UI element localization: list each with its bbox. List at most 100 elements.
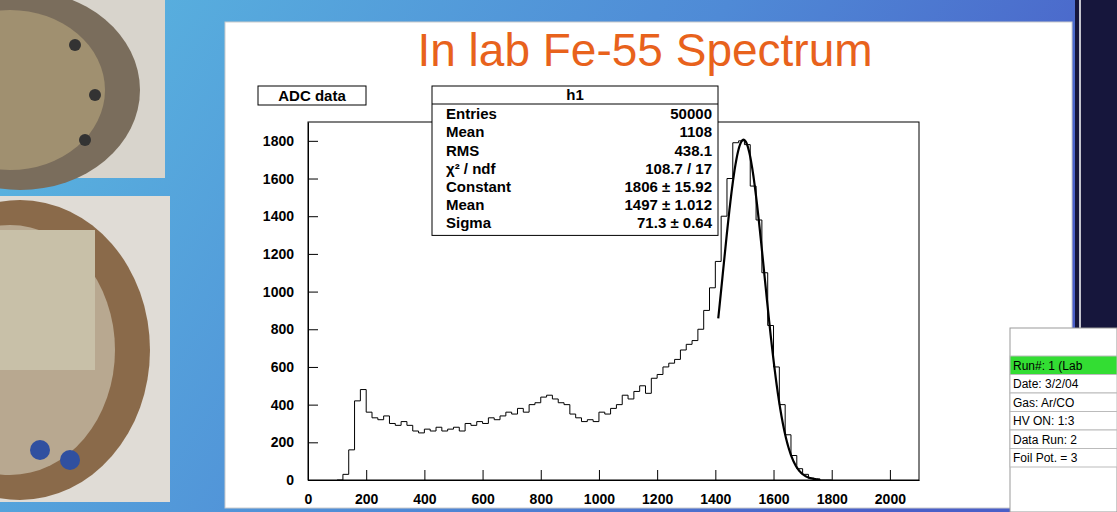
histogram-bin — [343, 474, 349, 480]
stats-value: 108.7 / 17 — [645, 160, 712, 177]
run-table-text: HV ON: 1:3 — [1013, 414, 1075, 428]
histogram-bin — [704, 310, 710, 329]
tick-mark — [599, 470, 600, 480]
histogram-bin — [715, 261, 721, 287]
tick-mark — [308, 179, 318, 180]
histogram-bin — [459, 427, 465, 431]
axis-line — [308, 123, 309, 481]
tick: 1600 — [263, 171, 318, 187]
histogram-bin — [535, 403, 541, 405]
tick-mark — [308, 292, 318, 293]
tick-label: 1800 — [817, 491, 848, 507]
tick: 0 — [286, 472, 318, 488]
tick-label: 1400 — [700, 491, 731, 507]
hist-title-box: ADC data — [258, 86, 366, 105]
tick-label: 0 — [286, 472, 294, 488]
tick-label: 1600 — [758, 491, 789, 507]
histogram-bin — [558, 399, 564, 403]
histogram-bin — [640, 386, 646, 392]
histogram-bin — [686, 344, 692, 350]
histogram-bin — [628, 395, 634, 399]
histogram-bin — [430, 429, 436, 431]
tick: 1800 — [263, 133, 318, 149]
tick-label: 400 — [413, 491, 437, 507]
tick-label: 400 — [271, 397, 295, 413]
run-table-row — [1010, 356, 1117, 375]
histogram-bin — [523, 408, 529, 412]
tick-mark — [774, 470, 775, 480]
tick-label: 1600 — [263, 171, 294, 187]
histogram-bin — [622, 395, 628, 404]
tick-mark — [308, 480, 318, 481]
histogram-bin — [698, 329, 704, 340]
histogram-bin — [407, 422, 413, 426]
stats-label: Mean — [446, 123, 484, 140]
histogram-bin — [453, 427, 459, 429]
tick-mark — [715, 470, 716, 480]
tick: 1400 — [263, 208, 318, 224]
run-table: Run#: 1 (LabDate: 3/2/04Gas: Ar/COHV ON:… — [1010, 328, 1117, 512]
histogram-bin — [581, 418, 587, 422]
tick-mark — [366, 470, 367, 480]
x-axis: 0200400600800100012001400160018002000 — [305, 470, 920, 507]
tick: 600 — [471, 470, 495, 507]
histogram-bin — [355, 401, 361, 450]
histogram-bin — [599, 412, 605, 421]
run-table-row — [1010, 412, 1117, 431]
stats-label: Sigma — [446, 214, 492, 231]
histogram-bin — [552, 395, 558, 399]
tick: 800 — [271, 321, 318, 337]
tick-label: 1200 — [642, 491, 673, 507]
histogram-bin — [366, 390, 372, 413]
tick-label: 1400 — [263, 208, 294, 224]
title: In lab Fe-55 Spectrum — [417, 24, 872, 76]
histogram-bin — [547, 395, 553, 397]
histogram-bin — [779, 367, 785, 405]
run-table-row — [1010, 449, 1117, 468]
histogram-bin — [506, 412, 512, 416]
tick: 800 — [530, 470, 554, 507]
stats-value: 1108 — [679, 123, 712, 140]
histogram-bin — [488, 418, 494, 424]
histogram-bin — [820, 479, 826, 480]
histogram-bin — [471, 423, 477, 425]
tick-label: 0 — [305, 491, 313, 507]
tick-mark — [308, 216, 318, 217]
histogram-bin — [378, 418, 384, 420]
tick-mark — [832, 470, 833, 480]
histogram-bin — [634, 391, 640, 399]
hist-title-frame — [258, 86, 366, 105]
tick: 1200 — [642, 470, 673, 507]
histogram-bin — [465, 423, 471, 431]
fit-curve — [718, 140, 820, 480]
tick-mark — [424, 470, 425, 480]
run-table-row — [1010, 393, 1117, 412]
histogram-bin — [500, 416, 506, 420]
histogram-bin — [517, 408, 523, 414]
histogram-bin — [692, 341, 698, 345]
stats-value: 438.1 — [674, 142, 712, 159]
run-table-text: Data Run: 2 — [1013, 433, 1077, 447]
stats-value: 1497 ± 1.012 — [625, 196, 712, 213]
run-table-row — [1010, 430, 1117, 449]
histogram-bin — [360, 390, 366, 401]
tick-label: 1000 — [263, 284, 294, 300]
histogram-bin — [657, 374, 663, 378]
run-table-text: Gas: Ar/CO — [1013, 396, 1074, 410]
tick-label: 1000 — [584, 491, 615, 507]
histogram-bin — [785, 405, 791, 435]
tick-mark — [308, 254, 318, 255]
tick: 1200 — [263, 246, 318, 262]
stats-label: Constant — [446, 178, 511, 195]
stats-label: Entries — [446, 105, 497, 122]
background — [0, 0, 1117, 512]
tick-mark — [657, 470, 658, 480]
tick-label: 800 — [271, 321, 295, 337]
stats-title: h1 — [566, 86, 584, 103]
histogram-bin — [675, 359, 681, 363]
tick: 200 — [271, 434, 318, 450]
run-table-row — [1010, 375, 1117, 394]
histogram-bin — [442, 427, 448, 431]
histogram-bin — [616, 405, 622, 409]
histogram-bin — [564, 403, 570, 405]
